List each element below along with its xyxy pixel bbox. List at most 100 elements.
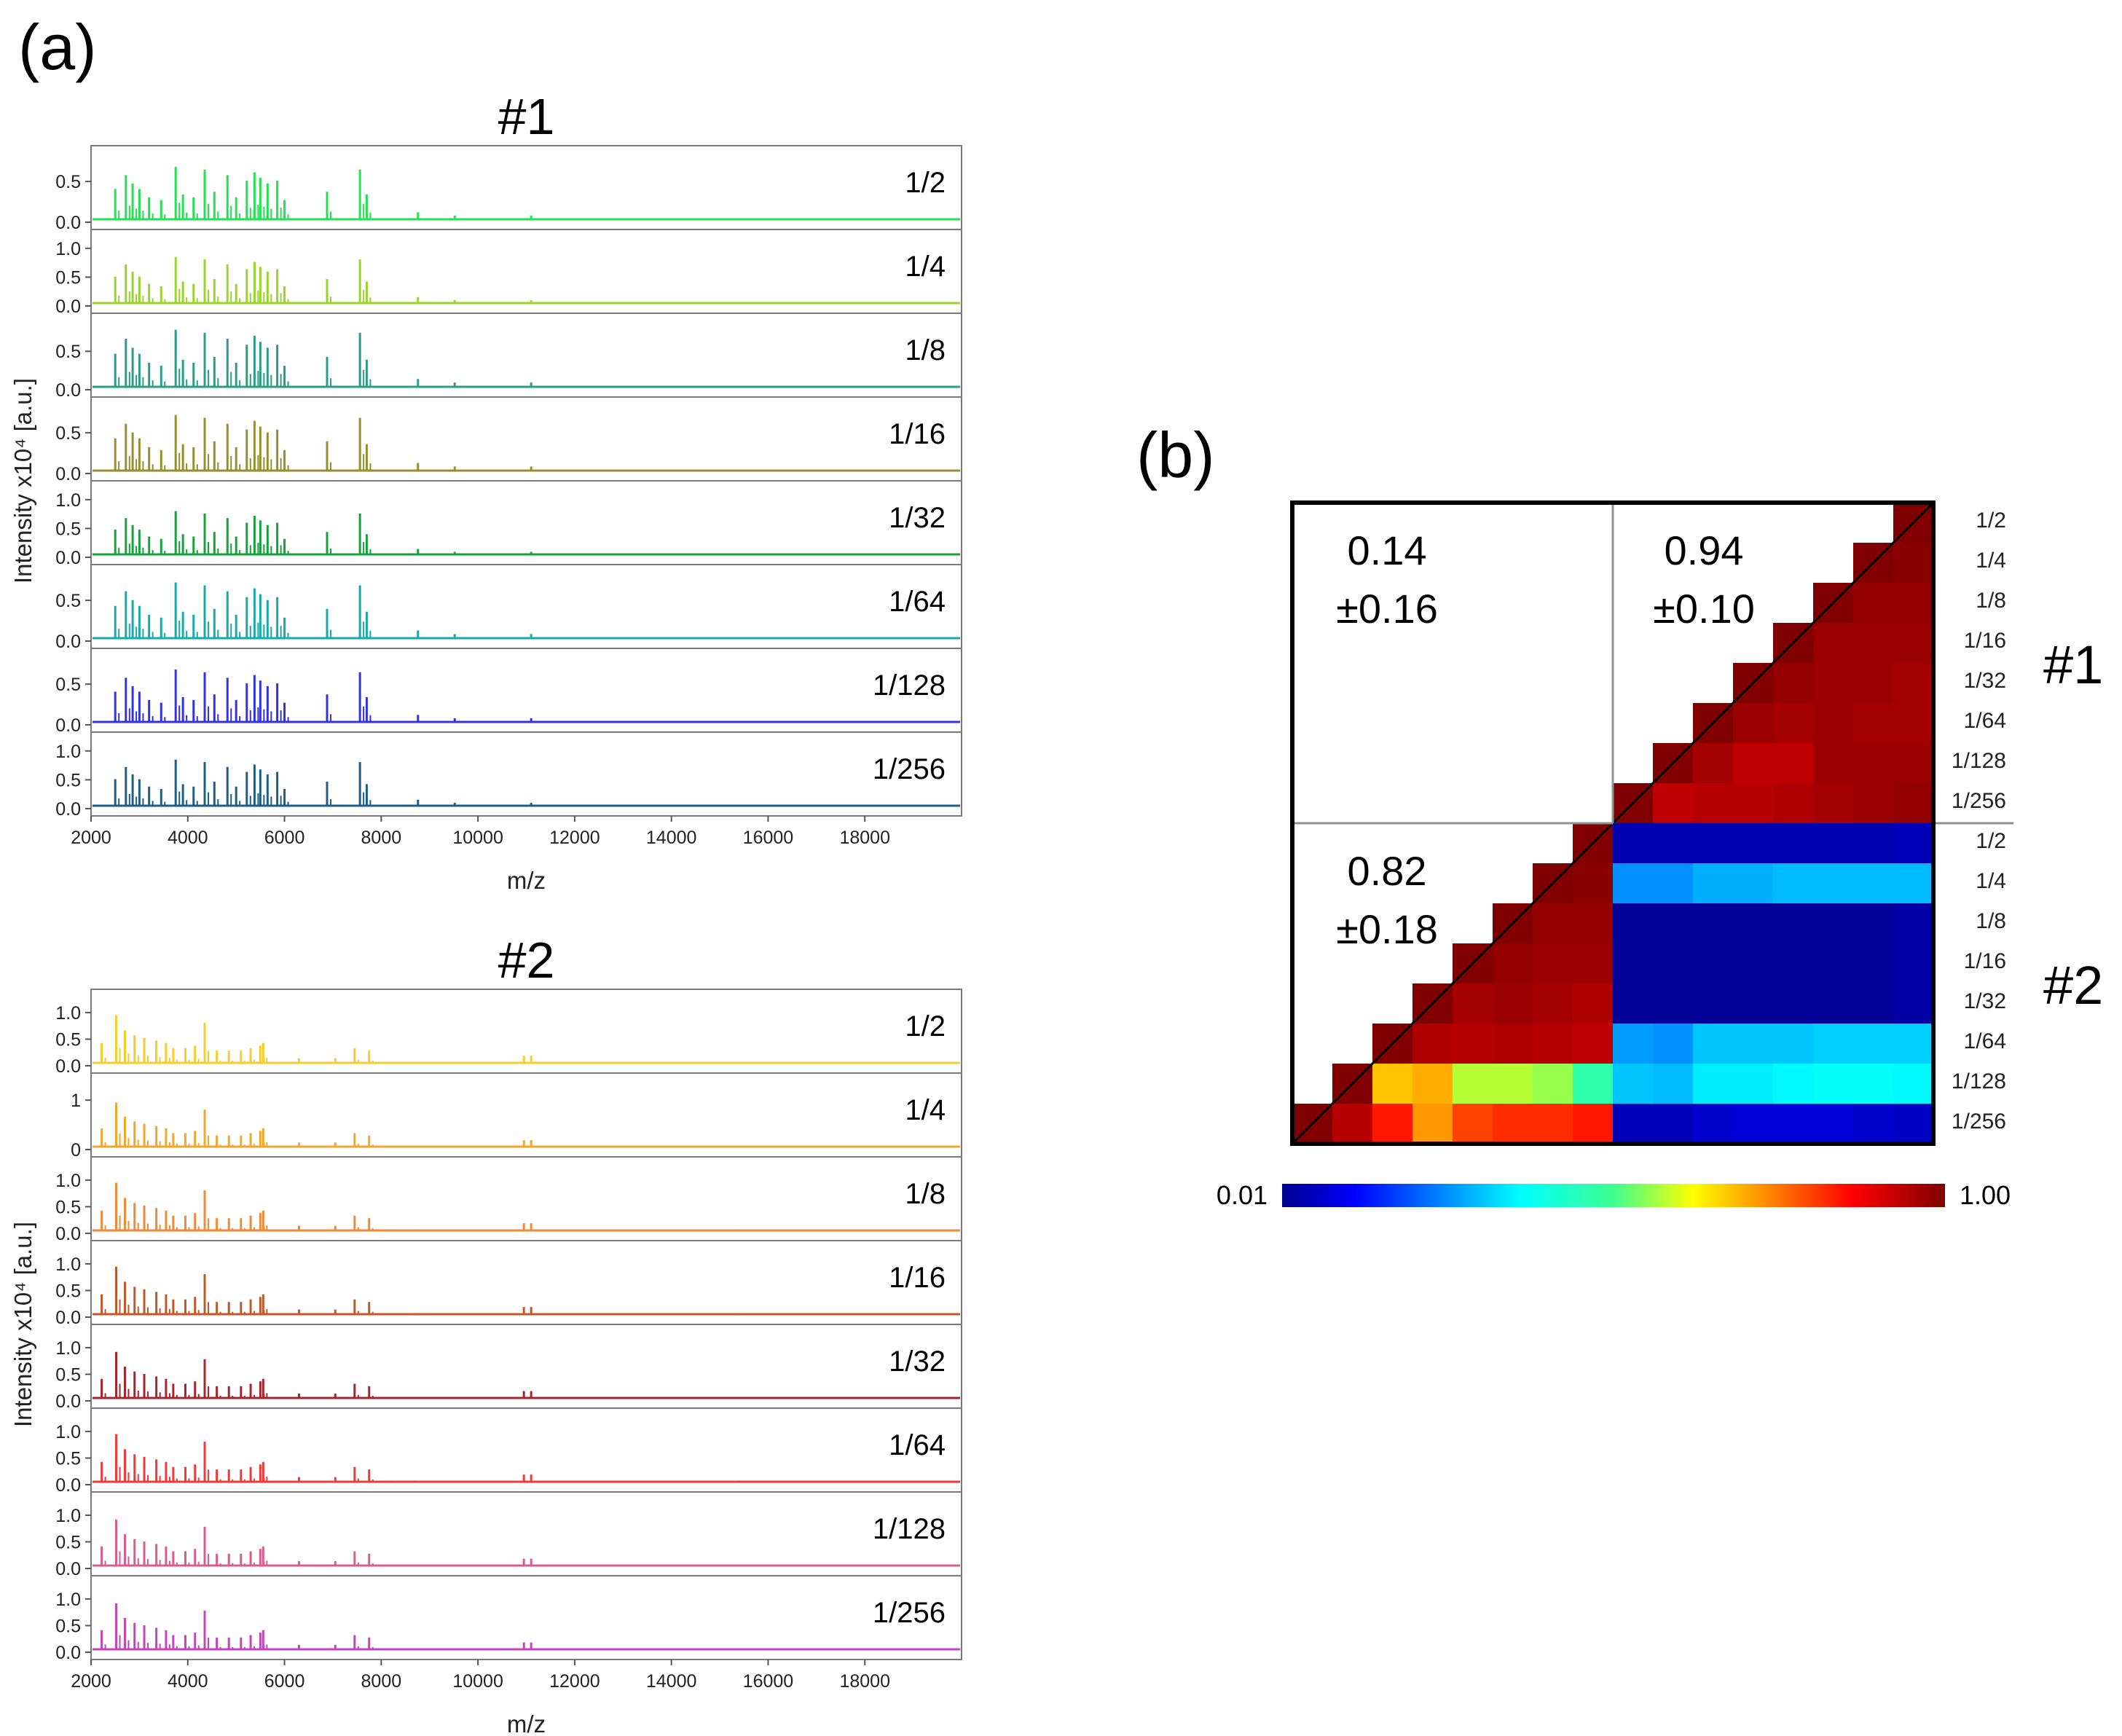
heatmap-cell (1613, 1064, 1654, 1104)
spectrum-frame (90, 648, 962, 733)
similarity-sd: ±0.18 (1336, 906, 1438, 952)
y-axis-label: Intensity x10⁴ [a.u.] (9, 378, 36, 584)
heatmap-cell (1733, 863, 1774, 904)
heatmap-cell (1533, 1104, 1573, 1144)
heatmap-cell (1893, 1024, 1934, 1064)
y-tick-label: 1 (71, 1091, 81, 1111)
heatmap-cell (1613, 863, 1654, 904)
heatmap-cell (1693, 783, 1734, 824)
x-tick-label: 4000 (168, 828, 208, 848)
y-tick-label: 0.0 (55, 213, 81, 233)
heatmap-cell (1693, 743, 1734, 784)
y-tick-label: 0.5 (55, 675, 81, 695)
heatmap-cell (1533, 983, 1573, 1024)
y-tick-label: 1.0 (55, 1590, 81, 1610)
row-label: 1/256 (1952, 789, 2006, 813)
y-tick-label: 0.5 (55, 1448, 81, 1469)
y-tick-label: 1.0 (55, 1171, 81, 1191)
heatmap-cell (1533, 1024, 1573, 1064)
heatmap-cell (1372, 1064, 1413, 1104)
heatmap-cell (1653, 783, 1694, 824)
heatmap-border (1290, 500, 1936, 1146)
y-tick-label: 1.0 (55, 742, 81, 762)
heatmap-cell (1412, 1024, 1453, 1064)
dilution-label: 1/128 (873, 669, 946, 702)
heatmap-cell (1813, 703, 1854, 744)
heatmap-cell (1533, 1064, 1573, 1104)
similarity-sd: ±0.16 (1336, 586, 1438, 632)
heatmap-cell (1733, 783, 1774, 824)
similarity-mean: 0.82 (1348, 848, 1427, 894)
panel-label-a: (a) (18, 11, 97, 83)
y-tick-label: 0.5 (55, 342, 81, 362)
dilution-label: 1/16 (889, 418, 946, 450)
x-tick-label: 10000 (452, 1671, 503, 1692)
heatmap-cell (1693, 943, 1734, 984)
heatmap-cell (1493, 1064, 1533, 1104)
x-tick-label: 8000 (361, 1671, 402, 1692)
heatmap-cell (1893, 1104, 1934, 1144)
spectrum-frame (90, 145, 962, 230)
colorbar-max-label: 1.00 (1960, 1180, 2011, 1210)
heatmap-cell (1893, 623, 1934, 664)
dilution-label: 1/4 (905, 1094, 946, 1126)
heatmap-cell (1773, 903, 1814, 944)
heatmap-cell (1773, 943, 1814, 984)
spectrum-frame (90, 564, 962, 649)
y-tick-label: 0.0 (55, 632, 81, 652)
x-tick-label: 8000 (361, 828, 402, 848)
row-label: 1/128 (1952, 1069, 2006, 1093)
x-tick-label: 2000 (71, 828, 111, 848)
dilution-label: 1/64 (889, 1429, 946, 1461)
x-tick-label: 6000 (264, 828, 305, 848)
heatmap-cell (1693, 1064, 1734, 1104)
dilution-label: 1/2 (905, 167, 946, 199)
row-label: 1/8 (1976, 589, 2006, 613)
heatmap-cell (1573, 1064, 1614, 1104)
x-tick-label: 18000 (839, 1671, 890, 1692)
row-label: 1/16 (1964, 949, 2006, 973)
spectrum-frame (90, 1407, 962, 1493)
similarity-heatmap: 1/2 1/4 1/8 1/16 1/32 1/64 1/128 1/256 1/2 1/4 1/8… (1290, 500, 2103, 1146)
dilution-label: 1/256 (873, 753, 946, 785)
dilution-label: 1/32 (889, 502, 946, 534)
x-axis-label: m/z (507, 1711, 546, 1736)
spectrum-frame (90, 480, 962, 565)
y-tick-label: 0.0 (55, 296, 81, 317)
colorbar (1282, 1184, 1945, 1207)
row-label: 1/4 (1976, 549, 2006, 573)
y-tick-label: 1.0 (55, 239, 81, 259)
heatmap-cell (1693, 983, 1734, 1024)
heatmap-cell (1893, 943, 1934, 984)
y-tick-label: 1.0 (55, 1003, 81, 1024)
heatmap-cell (1653, 823, 1694, 864)
heatmap-cell (1893, 663, 1934, 704)
spectrum-frame (90, 1156, 962, 1241)
y-tick-label: 1.0 (55, 1422, 81, 1442)
heatmap-cell (1773, 1104, 1814, 1144)
spectrum-frame (90, 1575, 962, 1660)
heatmap-cell (1893, 783, 1934, 824)
x-tick-label: 16000 (743, 1671, 794, 1692)
spectra-title: #1 (498, 88, 555, 145)
dilution-label: 1/16 (889, 1262, 946, 1294)
heatmap-cell (1653, 903, 1694, 944)
heatmap-cell (1693, 1024, 1734, 1064)
heatmap-cell (1653, 983, 1694, 1024)
heatmap-cell (1733, 703, 1774, 744)
heatmap-cell (1773, 743, 1814, 784)
heatmap-cell (1893, 1064, 1934, 1104)
y-tick-label: 1.0 (55, 490, 81, 511)
heatmap-cell (1853, 863, 1894, 904)
row-label: 1/64 (1964, 1029, 2006, 1053)
y-tick-label: 1.0 (55, 1506, 81, 1526)
spectrum-frame (90, 731, 962, 817)
y-tick-label: 0.0 (55, 1475, 81, 1496)
heatmap-cell (1813, 823, 1854, 864)
heatmap-cell (1653, 1024, 1694, 1064)
x-tick-label: 14000 (646, 1671, 697, 1692)
y-tick-label: 1.0 (55, 1338, 81, 1359)
y-tick-label: 0.5 (55, 1616, 81, 1636)
heatmap-cell (1653, 943, 1694, 984)
heatmap-cell (1412, 1064, 1453, 1104)
